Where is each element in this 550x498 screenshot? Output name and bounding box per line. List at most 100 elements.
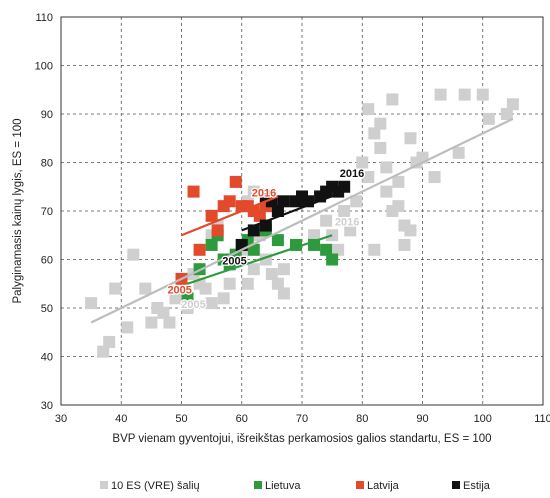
trend-line <box>181 195 279 237</box>
y-tick-label: 110 <box>35 12 53 24</box>
point-lietuva <box>181 292 194 305</box>
point-10-es-vre-ali <box>392 175 405 188</box>
point-10-es-vre-ali <box>374 141 387 154</box>
point-10-es-vre-ali <box>356 156 369 169</box>
point-10-es-vre-ali <box>506 98 519 111</box>
point-lietuva <box>223 258 236 271</box>
point-lietuva <box>205 238 218 251</box>
point-10-es-vre-ali <box>380 161 393 174</box>
point-10-es-vre-ali <box>157 306 170 319</box>
point-10-es-vre-ali <box>265 268 278 281</box>
point-latvija <box>193 243 206 256</box>
point-10-es-vre-ali <box>97 345 110 358</box>
point-10-es-vre-ali <box>217 292 230 305</box>
x-tick-label: 40 <box>115 413 127 425</box>
point-lietuva <box>320 243 333 256</box>
point-10-es-vre-ali <box>163 316 176 329</box>
legend-swatch <box>356 481 364 489</box>
point-10-es-vre-ali <box>308 229 321 242</box>
point-latvija <box>187 185 200 198</box>
point-10-es-vre-ali <box>452 146 465 159</box>
legend: 10 ES (VRE) šalių Lietuva Latvija Estija <box>100 480 491 492</box>
point-10-es-vre-ali <box>428 171 441 184</box>
plot-area <box>60 16 544 406</box>
point-10-es-vre-ali <box>398 238 411 251</box>
point-10-es-vre-ali <box>332 243 345 256</box>
point-lietuva <box>271 234 284 247</box>
point-latvija <box>253 209 266 222</box>
point-10-es-vre-ali <box>476 88 489 101</box>
point-10-es-vre-ali <box>247 185 260 198</box>
point-10-es-vre-ali <box>500 108 513 120</box>
point-estija <box>338 180 351 193</box>
y-axis-ticks: 30 40 50 60 70 80 90 100 110 <box>35 12 53 412</box>
point-10-es-vre-ali <box>127 248 140 261</box>
y-tick-label: 100 <box>35 61 53 73</box>
point-10-es-vre-ali <box>392 200 405 213</box>
trend-lines <box>90 117 514 324</box>
point-10-es-vre-ali <box>139 282 152 295</box>
point-10-es-vre-ali <box>386 93 399 106</box>
point-lietuva <box>326 253 339 266</box>
y-tick-label: 80 <box>41 158 53 170</box>
x-tick-label: 90 <box>416 413 428 425</box>
year-label: 2016 <box>335 217 359 229</box>
y-axis-title: Palyginamasis kainų lygis, ES = 100 <box>12 118 24 303</box>
point-10-es-vre-ali <box>434 88 447 101</box>
point-10-es-vre-ali <box>374 117 387 130</box>
y-tick-label: 70 <box>41 206 53 218</box>
point-10-es-vre-ali <box>103 335 116 348</box>
point-10-es-vre-ali <box>247 263 260 276</box>
trend-line <box>187 234 333 285</box>
point-10-es-vre-ali <box>277 287 290 300</box>
legend-label: Latvija <box>367 480 400 492</box>
x-tick-label: 50 <box>175 413 187 425</box>
point-estija <box>277 195 290 208</box>
point-10-es-vre-ali <box>458 88 471 101</box>
point-10-es-vre-ali <box>320 214 333 227</box>
point-10-es-vre-ali <box>482 112 495 125</box>
point-10-es-vre-ali <box>344 224 357 237</box>
point-10-es-vre-ali <box>181 302 194 314</box>
point-latvija <box>211 224 224 237</box>
point-10-es-vre-ali <box>362 103 375 116</box>
point-10-es-vre-ali <box>362 171 375 184</box>
year-label: 2005 <box>167 284 191 296</box>
point-10-es-vre-ali <box>121 321 134 334</box>
year-label: 2016 <box>340 168 364 180</box>
year-label: 2005 <box>222 255 246 267</box>
point-10-es-vre-ali <box>380 185 393 198</box>
point-10-es-vre-ali <box>350 195 363 208</box>
point-10-es-vre-ali <box>199 282 212 295</box>
legend-swatch <box>100 481 108 489</box>
point-estija <box>247 224 260 237</box>
point-latvija <box>223 195 236 208</box>
x-tick-label: 60 <box>236 413 248 425</box>
trend-line <box>90 117 514 324</box>
point-10-es-vre-ali <box>241 277 254 290</box>
x-tick-label: 110 <box>534 413 550 425</box>
legend-label: Lietuva <box>265 480 301 492</box>
point-10-es-vre-ali <box>368 127 381 140</box>
x-tick-label: 70 <box>296 413 308 425</box>
point-10-es-vre-ali <box>338 205 351 217</box>
y-tick-label: 50 <box>41 303 53 315</box>
year-label: 2016 <box>252 187 276 199</box>
y-tick-label: 90 <box>41 109 53 121</box>
legend-label: Estija <box>463 480 491 492</box>
trend-line <box>241 190 345 232</box>
x-axis-ticks: 30 40 50 60 70 80 90 100 110 <box>55 413 550 425</box>
point-10-es-vre-ali <box>205 297 218 310</box>
x-tick-label: 80 <box>356 413 368 425</box>
point-lietuva <box>247 243 260 256</box>
point-10-es-vre-ali <box>271 277 284 290</box>
point-10-es-vre-ali <box>368 243 381 256</box>
x-tick-label: 30 <box>55 413 67 425</box>
point-latvija <box>205 209 218 222</box>
year-annotations: 2016 2016 2016 2005 2005 2005 <box>166 167 365 312</box>
legend-swatch <box>254 481 262 489</box>
y-tick-label: 40 <box>41 352 53 364</box>
legend-swatch <box>452 481 460 489</box>
point-estija <box>271 205 284 217</box>
